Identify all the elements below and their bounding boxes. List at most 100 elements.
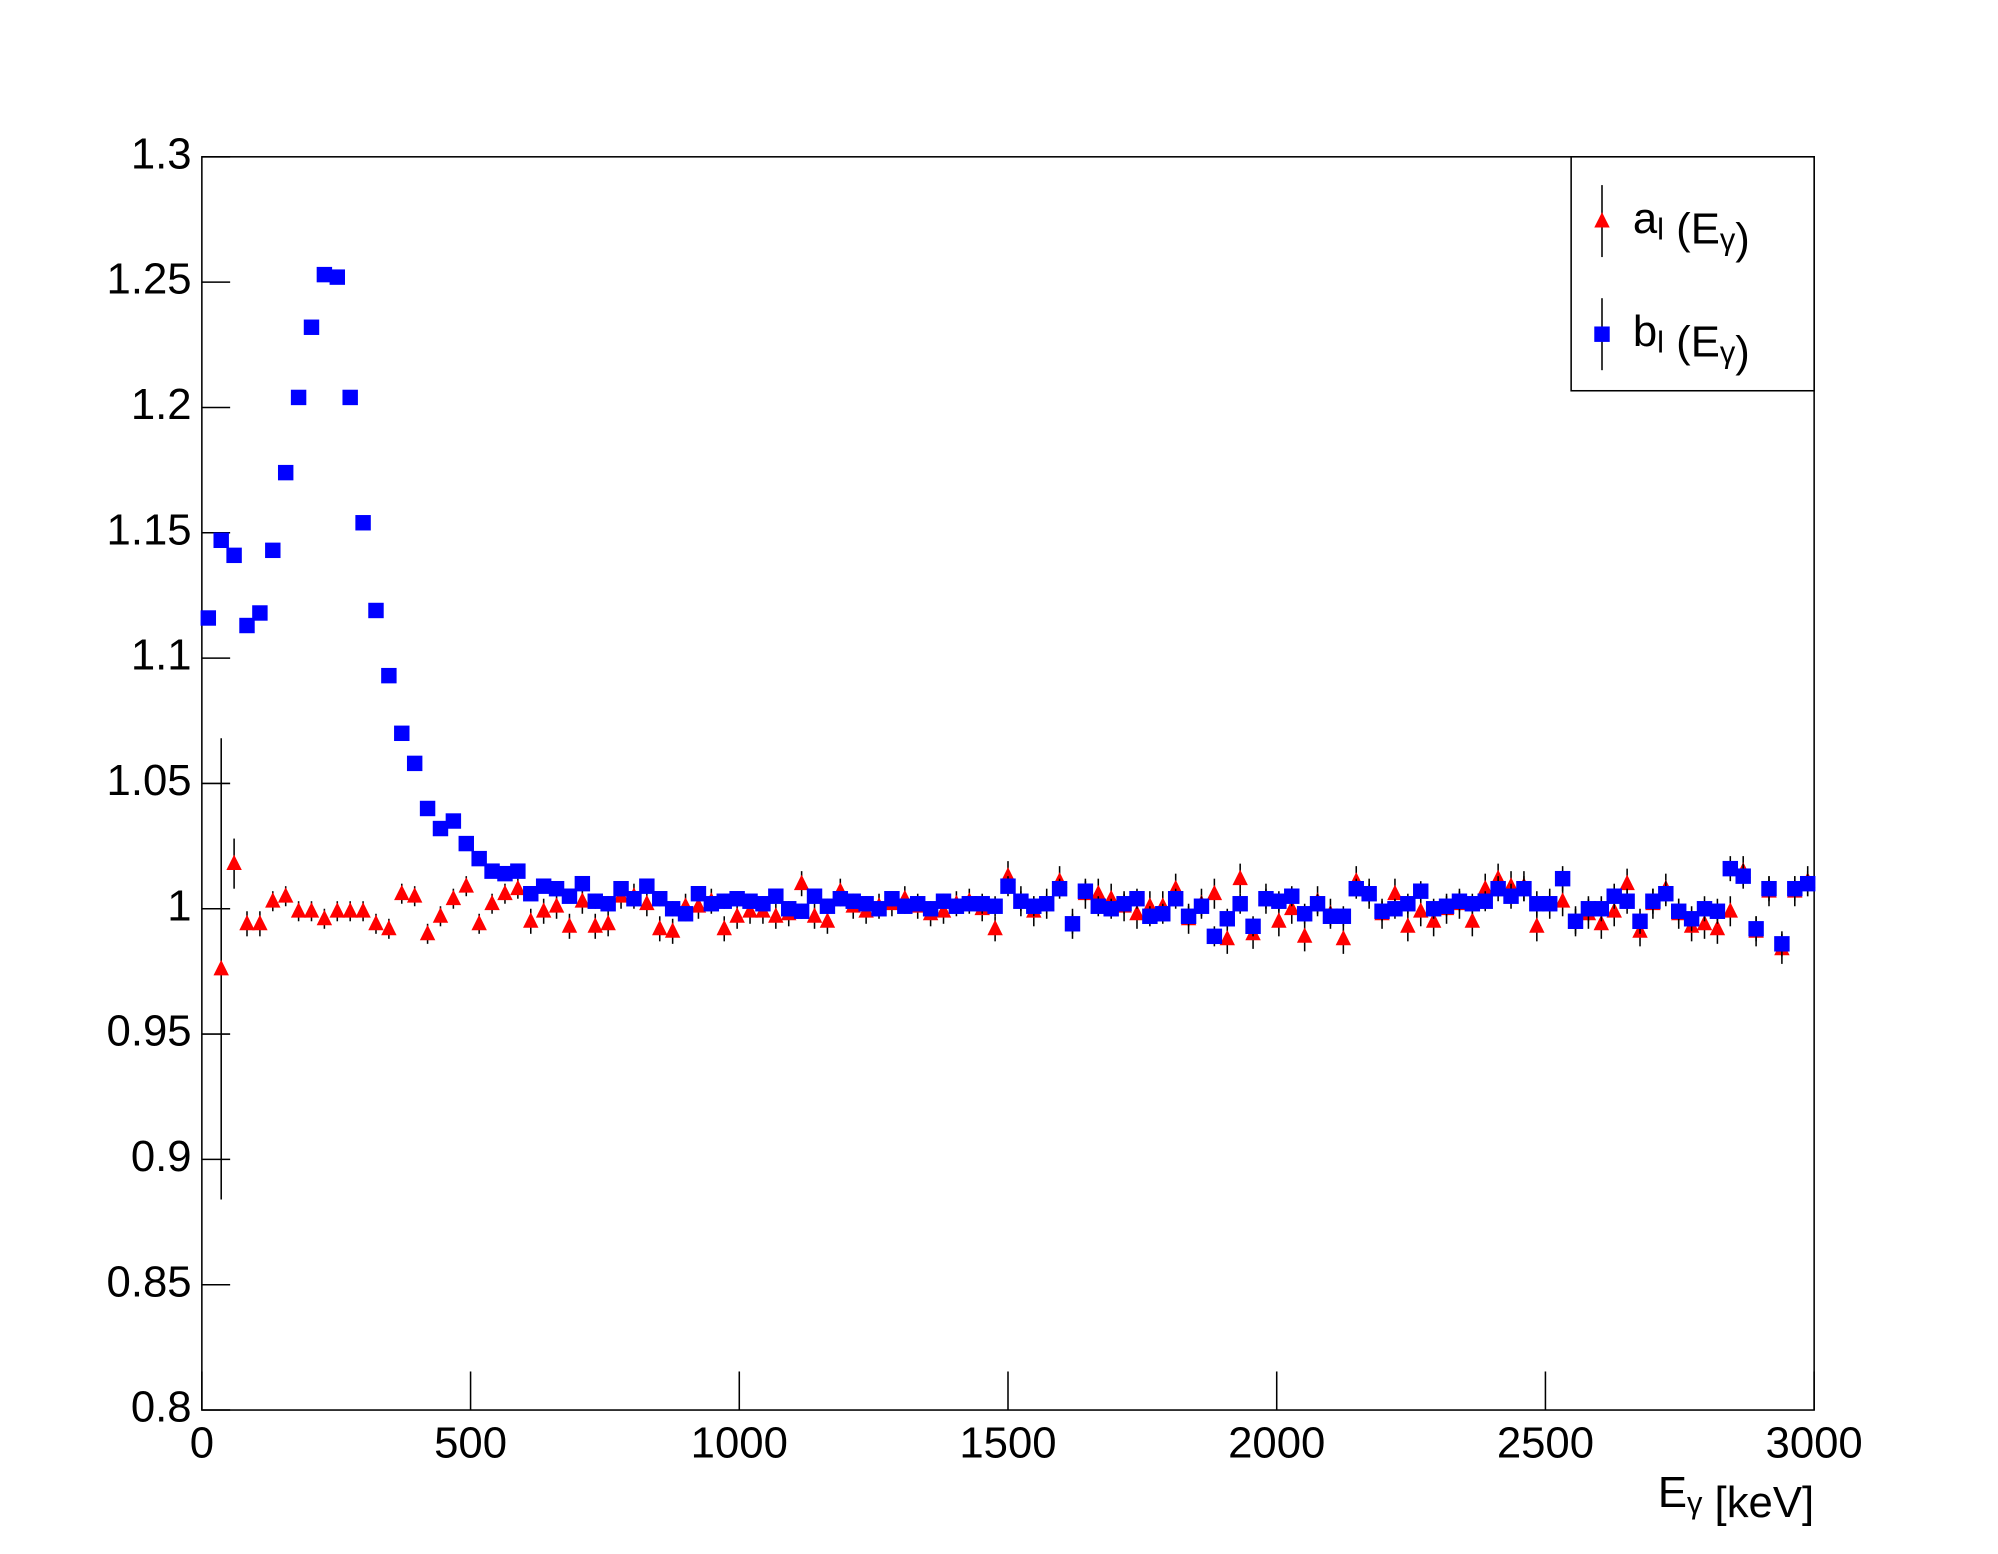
data-point — [1322, 908, 1339, 924]
data-point — [1309, 896, 1326, 912]
data-point — [690, 885, 707, 902]
data-point — [935, 902, 952, 918]
data-point — [1064, 916, 1081, 932]
data-point — [613, 880, 629, 897]
data-point — [1619, 874, 1635, 891]
data-point — [1413, 883, 1429, 899]
data-point — [200, 610, 217, 626]
data-point — [1425, 912, 1442, 928]
data-point — [768, 888, 784, 904]
data-point — [1696, 901, 1713, 917]
data-point — [768, 907, 784, 923]
data-point — [265, 892, 281, 908]
data-point — [265, 542, 281, 559]
data-point — [1658, 885, 1674, 902]
data-point — [1787, 880, 1803, 897]
data-point — [1464, 912, 1481, 928]
legend-marker — [1594, 212, 1610, 228]
data-point — [1542, 896, 1558, 912]
data-point — [652, 891, 668, 907]
data-point — [535, 878, 552, 894]
data-point — [368, 914, 384, 931]
data-point — [1348, 880, 1364, 897]
data-point — [1296, 927, 1313, 943]
data-point — [729, 891, 745, 907]
data-point — [1206, 928, 1223, 945]
data-point — [471, 850, 487, 867]
data-point — [819, 898, 836, 914]
data-point — [987, 898, 1003, 914]
data-point — [1077, 883, 1094, 899]
data-point — [716, 893, 732, 909]
data-point — [1155, 906, 1171, 922]
data-point — [419, 800, 436, 817]
data-point — [1554, 870, 1571, 887]
data-point — [1567, 913, 1584, 929]
data-point — [922, 901, 939, 917]
data-point — [226, 547, 242, 564]
legend-label-part: ) — [1735, 214, 1750, 263]
data-point — [445, 889, 462, 906]
data-point — [458, 877, 474, 893]
legend-label-sub: γ — [1720, 335, 1736, 370]
data-point — [226, 854, 242, 871]
data-point — [793, 903, 810, 919]
y-tick-label: 1 — [167, 881, 191, 930]
data-point — [974, 896, 990, 912]
x-axis-label-part: E — [1658, 1467, 1687, 1516]
data-point — [1387, 901, 1403, 917]
data-point — [1387, 884, 1403, 901]
data-point — [355, 515, 371, 531]
data-point — [1193, 898, 1210, 914]
data-point — [239, 617, 255, 634]
data-point — [639, 878, 655, 894]
data-point — [793, 874, 810, 891]
data-point — [1271, 893, 1287, 909]
data-point — [277, 887, 294, 903]
data-point — [1051, 880, 1068, 897]
data-point — [1529, 917, 1545, 933]
data-point — [690, 897, 707, 913]
data-point — [1606, 902, 1622, 918]
y-tick-label: 1.15 — [107, 505, 192, 554]
y-tick-label: 1.1 — [131, 631, 192, 680]
data-point — [355, 902, 371, 918]
data-point — [548, 897, 565, 913]
data-point — [664, 922, 681, 938]
data-point — [484, 894, 500, 911]
legend-label-part: ) — [1735, 327, 1750, 376]
data-point — [600, 914, 616, 931]
data-point — [1490, 880, 1506, 897]
data-point — [1232, 896, 1248, 912]
data-point — [742, 902, 758, 918]
data-point — [716, 919, 732, 936]
legend-label-sub: l — [1657, 212, 1664, 247]
data-point — [806, 888, 823, 904]
data-point — [1619, 893, 1635, 909]
data-point — [1593, 914, 1610, 931]
data-point — [1026, 898, 1042, 914]
data-point — [819, 912, 836, 928]
data-point — [1477, 879, 1493, 896]
data-point — [497, 865, 513, 882]
data-point — [1696, 914, 1713, 931]
data-point — [510, 863, 526, 879]
legend-label-part: b — [1633, 307, 1657, 356]
data-point — [600, 896, 616, 912]
data-point — [1503, 888, 1519, 904]
legend-label-sub: γ — [1720, 222, 1736, 257]
data-point — [1632, 913, 1648, 929]
legend-box — [1570, 156, 1815, 392]
data-point — [1774, 936, 1790, 952]
data-point — [1722, 860, 1739, 877]
data-point — [987, 919, 1003, 936]
data-point — [535, 902, 552, 918]
data-point — [1284, 899, 1300, 916]
data-point — [484, 863, 500, 879]
data-point — [652, 919, 668, 936]
data-point — [303, 902, 320, 918]
y-tick-label: 1.05 — [107, 756, 192, 805]
data-point — [1670, 903, 1687, 919]
data-point — [1722, 902, 1739, 918]
data-point — [1142, 908, 1158, 924]
